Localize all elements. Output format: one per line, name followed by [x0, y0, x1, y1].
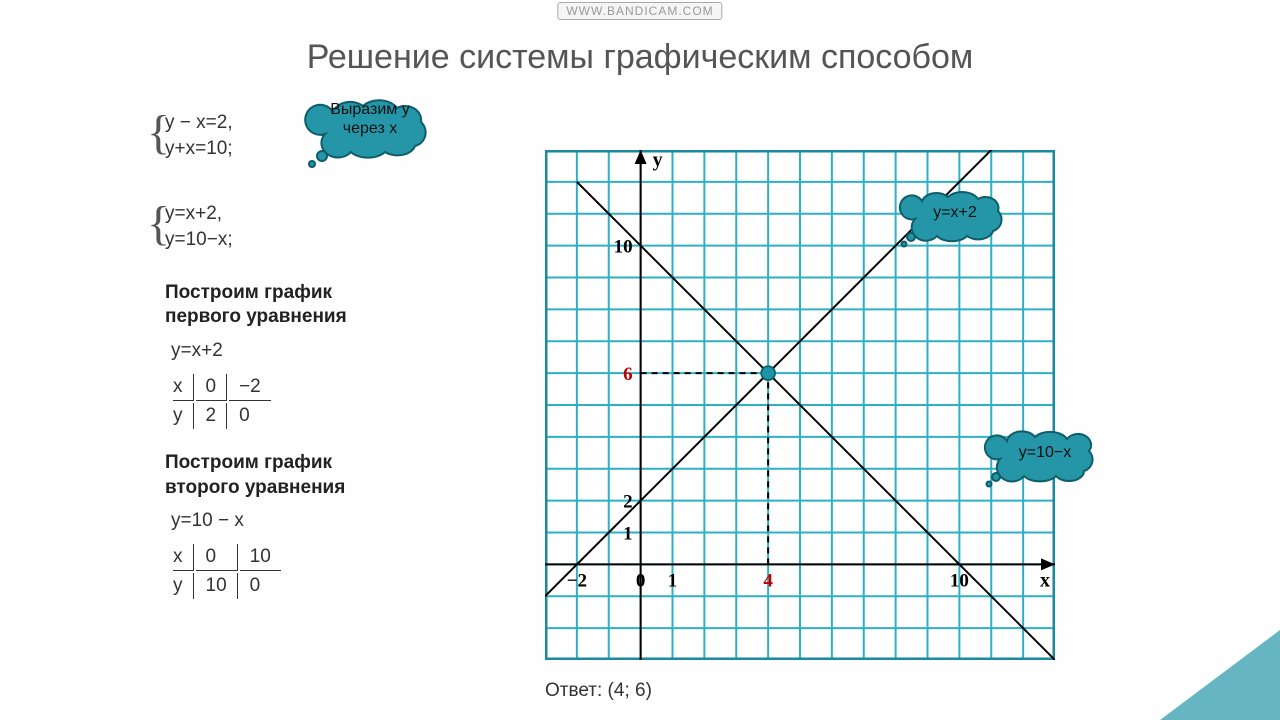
- svg-text:10: 10: [614, 237, 633, 258]
- table-1: x 0 −2 y 2 0: [171, 372, 273, 431]
- page-title: Решение системы графическим способом: [0, 38, 1280, 77]
- svg-text:4: 4: [763, 570, 773, 591]
- cloud-line2: y=10−x: [985, 435, 1105, 462]
- t1-c1: 0: [196, 374, 228, 401]
- cloud-line1-text: y=x+2: [900, 195, 1010, 222]
- t2-hx: x: [173, 544, 194, 571]
- answer-text: Ответ: (4; 6): [545, 680, 652, 702]
- cloud-line1: y=x+2: [900, 195, 1010, 222]
- build2-title: Построим график второго уравнения: [165, 451, 465, 500]
- cloud-express-l1: Выразим y: [305, 100, 435, 119]
- build1-title: Построим график первого уравнения: [165, 281, 465, 330]
- equation-1: y=x+2: [171, 340, 465, 362]
- t2-c2: 10: [240, 544, 281, 571]
- svg-text:1: 1: [668, 570, 678, 591]
- sys2-line1: y=x+2,: [165, 201, 465, 227]
- t1-hy: y: [173, 403, 194, 429]
- svg-text:x: x: [1040, 569, 1050, 591]
- system-2: { y=x+2, y=10−x;: [165, 201, 465, 252]
- sys2-line2: y=10−x;: [165, 227, 465, 253]
- svg-text:10: 10: [950, 570, 969, 591]
- table-2: x 0 10 y 10 0: [171, 542, 283, 601]
- t2-v1: 10: [196, 573, 238, 599]
- t1-v2: 0: [229, 403, 271, 429]
- t2-v2: 0: [240, 573, 281, 599]
- svg-text:−2: −2: [567, 570, 587, 591]
- t2-c1: 0: [196, 544, 238, 571]
- svg-text:1: 1: [623, 524, 633, 545]
- cloud-line2-text: y=10−x: [985, 435, 1105, 462]
- svg-text:2: 2: [623, 492, 633, 513]
- cloud-express-l2: через x: [305, 119, 435, 138]
- left-column: { y − x=2, y+x=10; { y=x+2, y=10−x; Пост…: [165, 110, 465, 621]
- svg-text:y: y: [653, 150, 663, 171]
- cloud-express: Выразим y через x: [305, 100, 435, 138]
- svg-text:6: 6: [623, 364, 633, 385]
- watermark: WWW.BANDICAM.COM: [557, 2, 722, 20]
- corner-decoration: [1160, 630, 1280, 720]
- t1-c2: −2: [229, 374, 271, 401]
- equation-2: y=10 − x: [171, 510, 465, 532]
- t1-v1: 2: [196, 403, 228, 429]
- svg-text:0: 0: [636, 570, 646, 591]
- t2-hy: y: [173, 573, 194, 599]
- t1-hx: x: [173, 374, 194, 401]
